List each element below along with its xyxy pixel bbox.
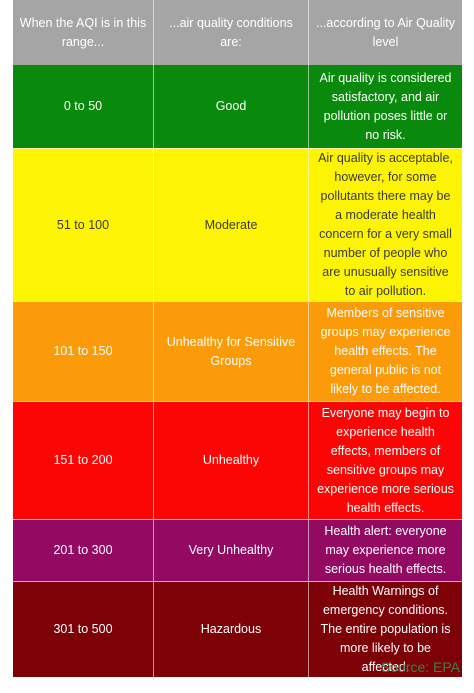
table-header-row: When the AQI is in this range... ...air … — [13, 0, 462, 65]
header-level: ...according to Air Quality level — [309, 0, 462, 65]
aqi-row-sensitive: 101 to 150 Unhealthy for Sensitive Group… — [13, 301, 462, 401]
condition-cell: Good — [154, 65, 309, 148]
description-cell: Health alert: everyone may experience mo… — [309, 519, 462, 581]
aqi-row-unhealthy: 151 to 200 Unhealthy Everyone may begin … — [13, 401, 462, 519]
aqi-table: When the AQI is in this range... ...air … — [13, 0, 462, 677]
aqi-row-very-unhealthy: 201 to 300 Very Unhealthy Health alert: … — [13, 519, 462, 581]
range-cell: 151 to 200 — [13, 401, 154, 519]
range-cell: 101 to 150 — [13, 301, 154, 401]
condition-cell: Unhealthy for Sensitive Groups — [154, 301, 309, 401]
header-range: When the AQI is in this range... — [13, 0, 154, 65]
description-cell: Air quality is acceptable, however, for … — [309, 148, 462, 301]
condition-cell: Hazardous — [154, 581, 309, 677]
header-conditions: ...air quality conditions are: — [154, 0, 309, 65]
aqi-row-moderate: 51 to 100 Moderate Air quality is accept… — [13, 148, 462, 301]
description-cell: Air quality is considered satisfactory, … — [309, 65, 462, 148]
condition-cell: Unhealthy — [154, 401, 309, 519]
condition-cell: Very Unhealthy — [154, 519, 309, 581]
description-cell: Health Warnings of emergency conditions.… — [309, 581, 462, 677]
range-cell: 51 to 100 — [13, 148, 154, 301]
aqi-row-hazardous: 301 to 500 Hazardous Health Warnings of … — [13, 581, 462, 677]
condition-cell: Moderate — [154, 148, 309, 301]
range-cell: 0 to 50 — [13, 65, 154, 148]
source-credit: Source: EPA — [380, 659, 460, 675]
description-cell: Members of sensitive groups may experien… — [309, 301, 462, 401]
description-cell: Everyone may begin to experience health … — [309, 401, 462, 519]
aqi-row-good: 0 to 50 Good Air quality is considered s… — [13, 65, 462, 148]
range-cell: 301 to 500 — [13, 581, 154, 677]
range-cell: 201 to 300 — [13, 519, 154, 581]
